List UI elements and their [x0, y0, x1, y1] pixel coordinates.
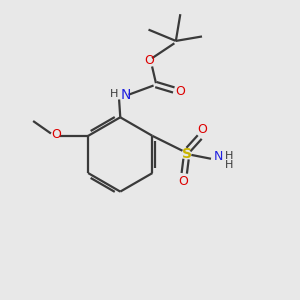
Text: O: O — [51, 128, 61, 141]
Text: H: H — [225, 151, 233, 161]
Text: S: S — [182, 147, 192, 161]
Text: O: O — [145, 54, 154, 67]
Text: O: O — [176, 85, 185, 98]
Text: H: H — [110, 89, 118, 99]
Text: H: H — [225, 160, 233, 170]
Text: N: N — [214, 151, 223, 164]
Text: N: N — [120, 88, 131, 102]
Text: O: O — [198, 123, 208, 136]
Text: O: O — [178, 175, 188, 188]
